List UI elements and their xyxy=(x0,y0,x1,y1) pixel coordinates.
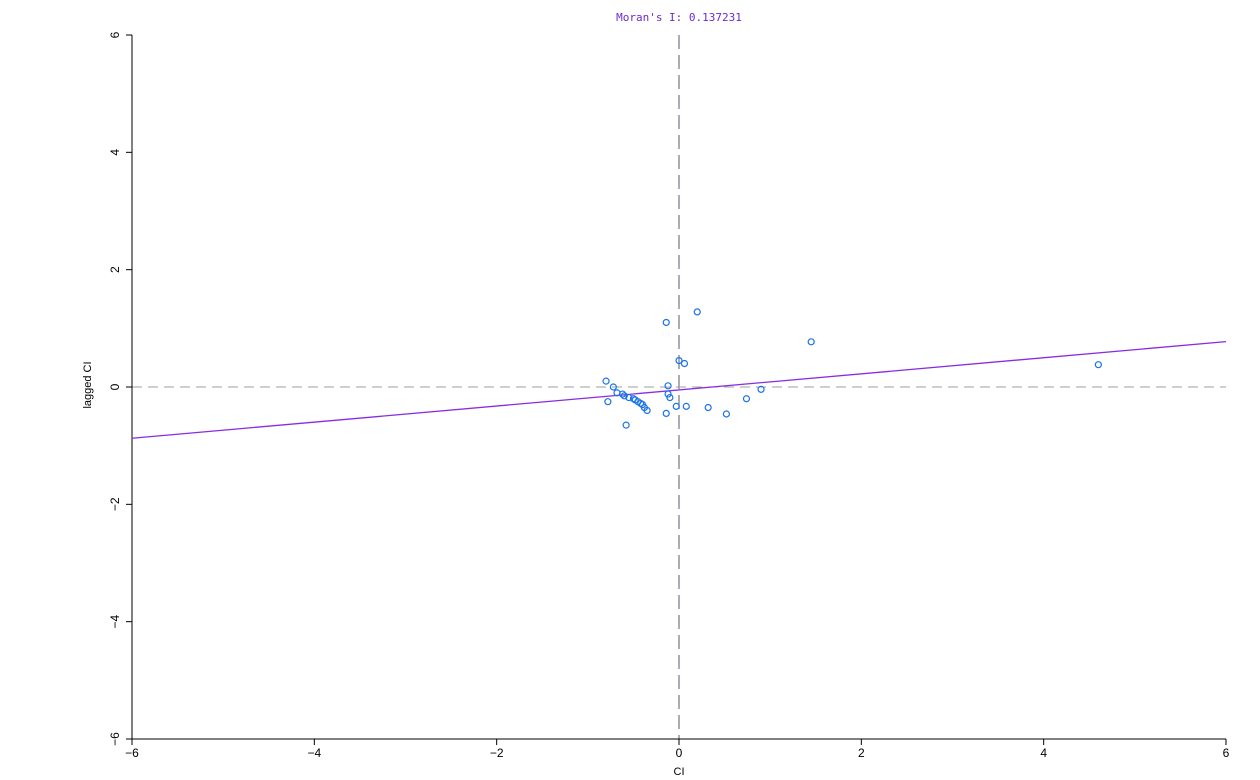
data-point xyxy=(807,338,815,346)
x-tick-label: −2 xyxy=(490,746,504,760)
y-tick-label: −4 xyxy=(108,615,122,629)
data-point xyxy=(664,390,672,398)
data-points xyxy=(602,308,1102,429)
data-point xyxy=(620,392,628,400)
data-point xyxy=(609,383,617,391)
x-tick-label: −4 xyxy=(307,746,321,760)
x-tick-label: −6 xyxy=(125,746,139,760)
data-point xyxy=(757,385,765,393)
y-tick-label: 6 xyxy=(108,31,122,38)
x-tick-label: 2 xyxy=(858,746,865,760)
data-point xyxy=(1094,361,1102,369)
data-point xyxy=(618,390,627,398)
y-tick-label: −6 xyxy=(108,732,122,746)
data-point xyxy=(662,318,670,327)
x-tick-label: 6 xyxy=(1223,746,1230,760)
x-tick-label: 4 xyxy=(1040,746,1047,760)
data-point xyxy=(666,393,674,402)
data-point xyxy=(704,403,712,412)
data-point xyxy=(662,409,670,417)
y-tick-label: −2 xyxy=(108,497,122,511)
data-point xyxy=(722,410,731,418)
data-point xyxy=(604,398,612,406)
y-tick-label: 0 xyxy=(108,383,122,390)
data-point xyxy=(742,395,751,403)
data-point xyxy=(643,406,651,415)
data-point xyxy=(602,377,610,385)
data-point xyxy=(682,402,690,410)
data-point xyxy=(672,402,680,410)
data-point xyxy=(625,393,633,402)
data-point xyxy=(680,359,689,368)
reference-lines xyxy=(132,35,1226,739)
x-tick-label: 0 xyxy=(676,746,683,760)
data-point xyxy=(693,308,701,316)
fit-line-group xyxy=(131,340,1227,439)
x-axis-label: CI xyxy=(674,766,685,778)
data-point xyxy=(664,382,672,390)
y-tick-label: 4 xyxy=(108,149,122,156)
axes: −6 −4 −2 0 2 4 6 −6 −4 −2 0 2 4 6 xyxy=(108,31,1229,760)
regression-line xyxy=(131,340,1227,439)
y-axis-label: lagged CI xyxy=(82,361,94,408)
data-point xyxy=(622,421,630,429)
chart-title: Moran's I: 0.137231 xyxy=(616,11,742,24)
y-tick-label: 2 xyxy=(108,266,122,273)
data-point xyxy=(675,357,683,365)
